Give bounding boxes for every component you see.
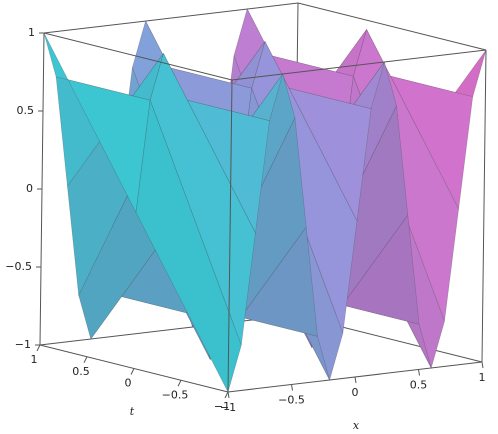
box-edge xyxy=(481,49,487,363)
box-edge xyxy=(227,79,233,393)
x-axis-label: x xyxy=(353,419,360,432)
t-tick-label: 1 xyxy=(31,353,38,366)
t-tick xyxy=(224,391,229,399)
z-tick-label: −0.5 xyxy=(5,260,32,273)
x-tick xyxy=(291,384,293,391)
x-tick xyxy=(227,391,230,399)
x-tick xyxy=(354,376,357,384)
box-edge xyxy=(297,2,487,51)
t-tick xyxy=(83,356,88,363)
x-tick-label: −0.5 xyxy=(278,394,305,407)
x-tick xyxy=(418,369,420,376)
t-tick xyxy=(130,368,135,375)
t-tick-label: −1 xyxy=(214,400,230,413)
z-tick-label: 1 xyxy=(28,26,35,39)
x-tick-label: 1 xyxy=(479,371,486,384)
box-edge xyxy=(231,49,487,81)
box-edge xyxy=(43,32,233,81)
t-tick-label: 0 xyxy=(125,377,132,390)
box-edge xyxy=(39,314,295,346)
t-axis-label: t xyxy=(130,405,135,418)
x-tick-label: 0.5 xyxy=(410,379,428,392)
x-tick-label: −1 xyxy=(220,401,236,414)
z-tick-label: 0.5 xyxy=(17,104,35,117)
surface-patch xyxy=(135,100,242,393)
t-tick xyxy=(177,380,182,387)
t-tick-label: 0.5 xyxy=(72,365,90,378)
z-tick-label: 0 xyxy=(26,182,33,195)
t-tick xyxy=(36,344,41,352)
z-tick-label: −1 xyxy=(15,338,31,351)
t-tick-label: −0.5 xyxy=(162,388,189,401)
x-tick-label: 0 xyxy=(352,386,359,399)
box-edge xyxy=(43,2,299,34)
x-tick xyxy=(481,361,484,369)
